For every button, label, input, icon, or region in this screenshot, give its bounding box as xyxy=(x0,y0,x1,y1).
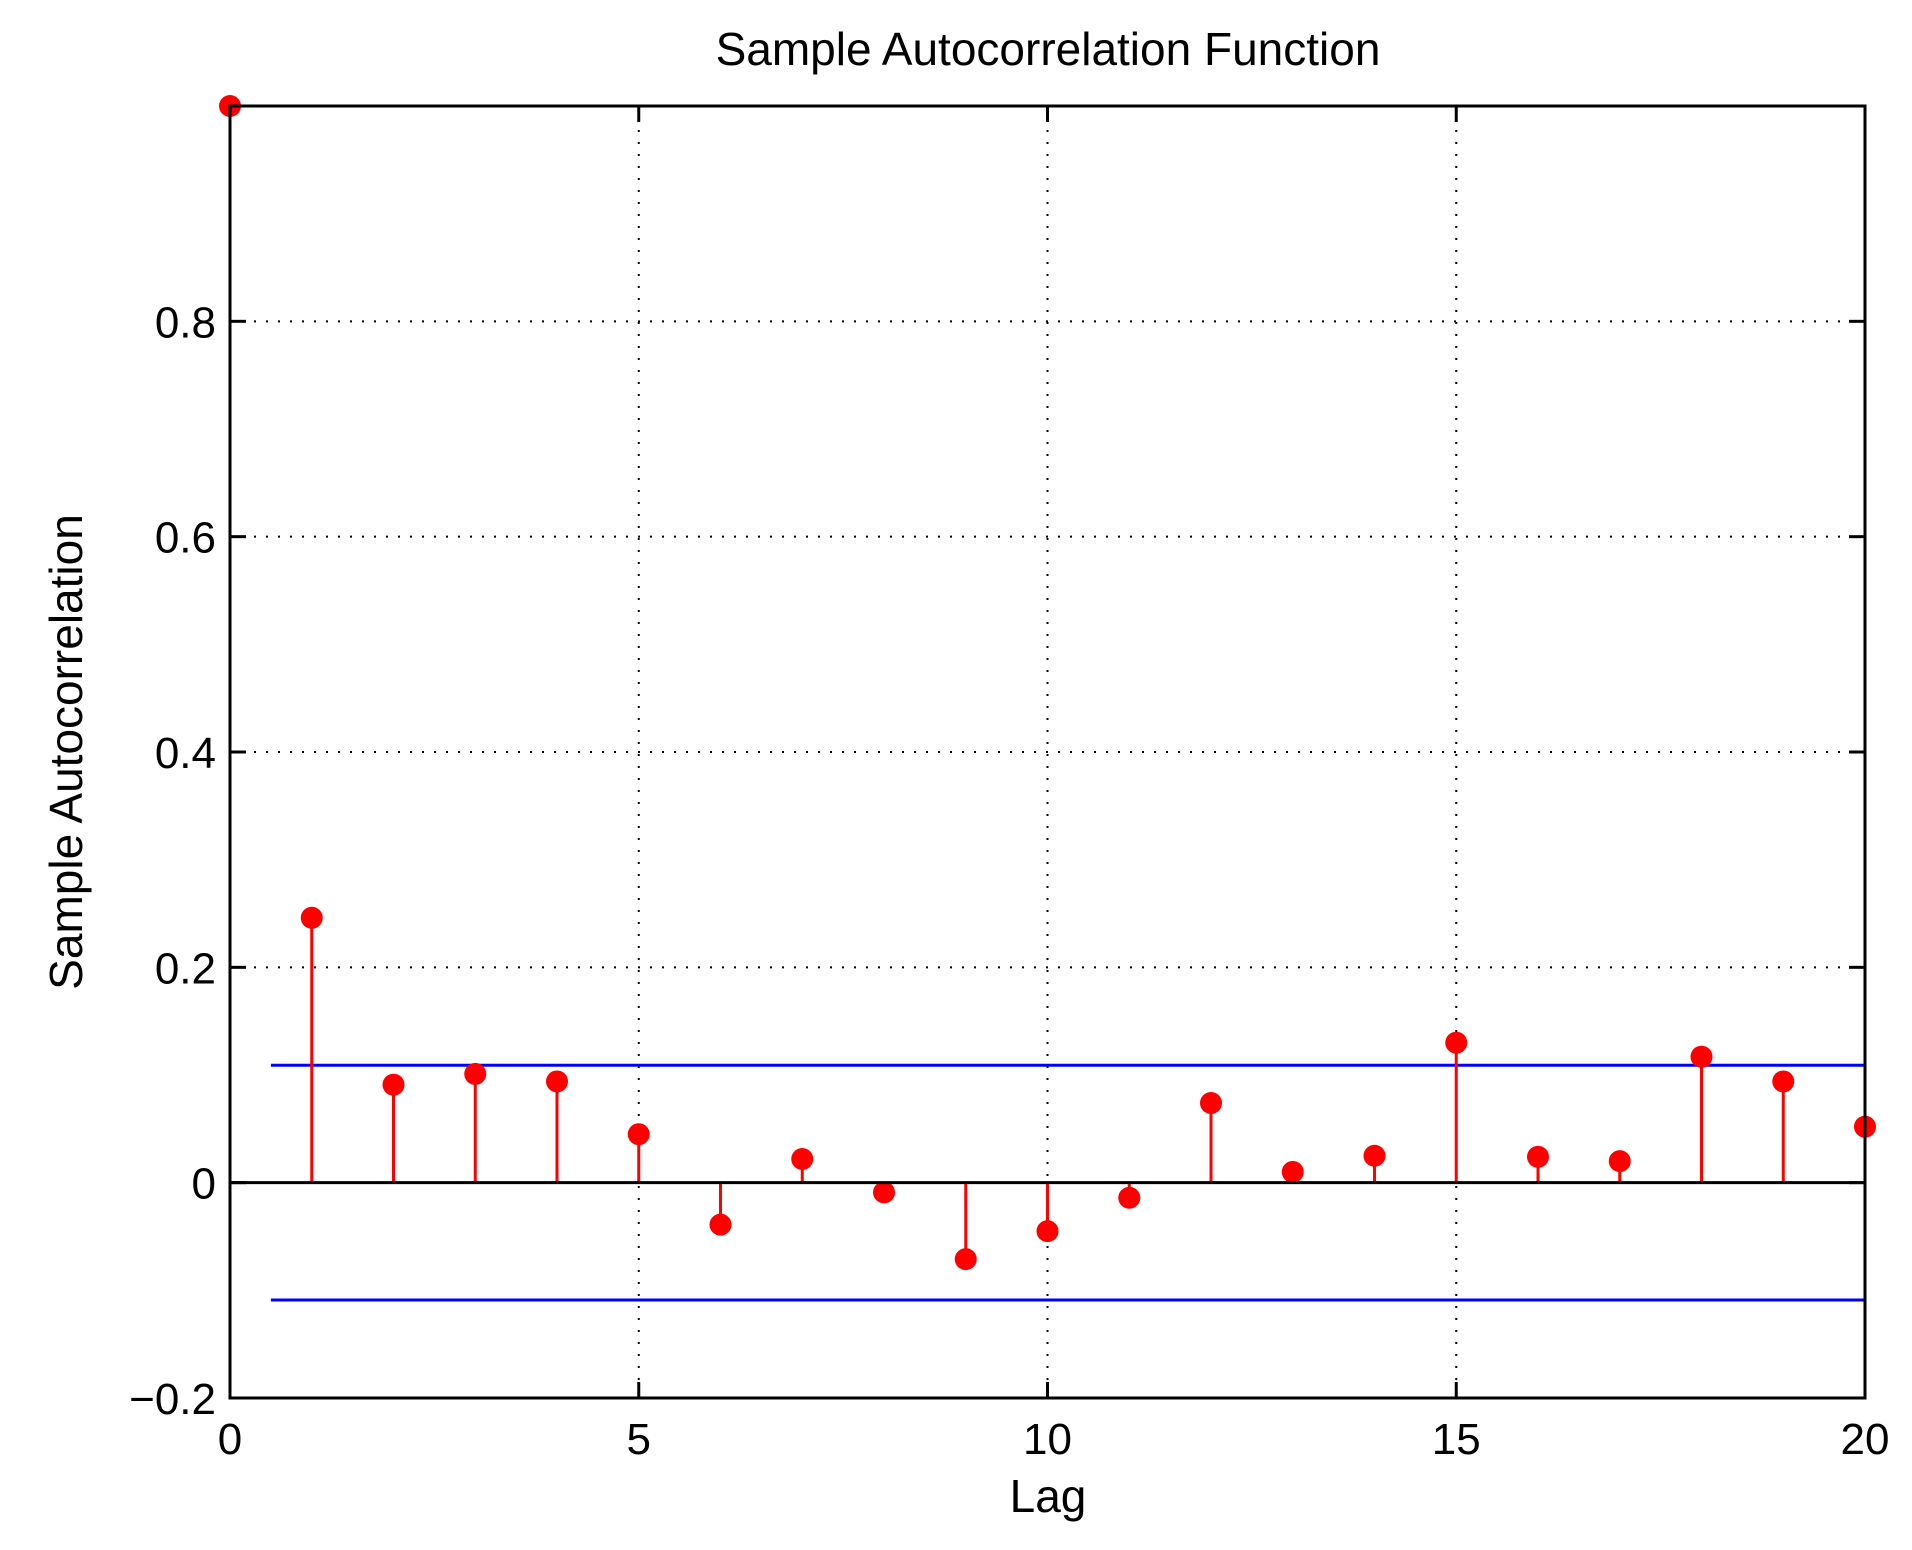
stem-marker xyxy=(791,1147,814,1170)
y-tick-label: −0.2 xyxy=(129,1375,216,1424)
stem-marker xyxy=(1281,1160,1304,1183)
confidence-bounds xyxy=(270,1063,1865,1302)
stem-marker xyxy=(1118,1186,1141,1209)
stem-marker xyxy=(464,1062,487,1085)
stem-marker xyxy=(954,1248,977,1271)
stem-marker xyxy=(1363,1144,1386,1167)
stem-marker xyxy=(1036,1220,1059,1243)
tick-labels: 0 5 10 15 20−0.200.20.40.60.8 xyxy=(129,298,1889,1464)
chart-title: Sample Autocorrelation Function xyxy=(716,23,1381,75)
stem-marker xyxy=(546,1070,568,1093)
x-tick-label: 15 xyxy=(1432,1415,1481,1464)
x-tick-label: 0 xyxy=(218,1415,242,1464)
stem-marker xyxy=(1527,1145,1549,1168)
y-tick-label: 0.2 xyxy=(155,944,216,993)
x-tick-label: 10 xyxy=(1023,1415,1072,1464)
x-tick-label: 20 xyxy=(1841,1415,1890,1464)
stem-marker xyxy=(1772,1070,1795,1093)
stem-marker xyxy=(1445,1031,1468,1054)
stem-marker xyxy=(709,1213,732,1236)
y-tick-label: 0.6 xyxy=(155,514,216,563)
grid-layer xyxy=(230,106,1865,1398)
stem-marker xyxy=(382,1073,405,1096)
stem-marker xyxy=(1690,1045,1713,1068)
x-axis-label: Lag xyxy=(1010,1470,1087,1522)
stem-marker xyxy=(1608,1150,1631,1173)
y-tick-label: 0.8 xyxy=(155,298,216,347)
y-tick-label: 0 xyxy=(192,1160,216,1209)
stem-series xyxy=(219,95,1876,1271)
stem-marker xyxy=(627,1123,650,1146)
axes xyxy=(228,104,1867,1400)
stem-marker xyxy=(873,1181,895,1204)
stem-marker xyxy=(1200,1091,1222,1114)
y-axis-label: Sample Autocorrelation xyxy=(40,514,92,990)
stem-marker xyxy=(300,906,323,929)
x-tick-label: 5 xyxy=(627,1415,651,1464)
y-tick-label: 0.4 xyxy=(155,729,216,778)
